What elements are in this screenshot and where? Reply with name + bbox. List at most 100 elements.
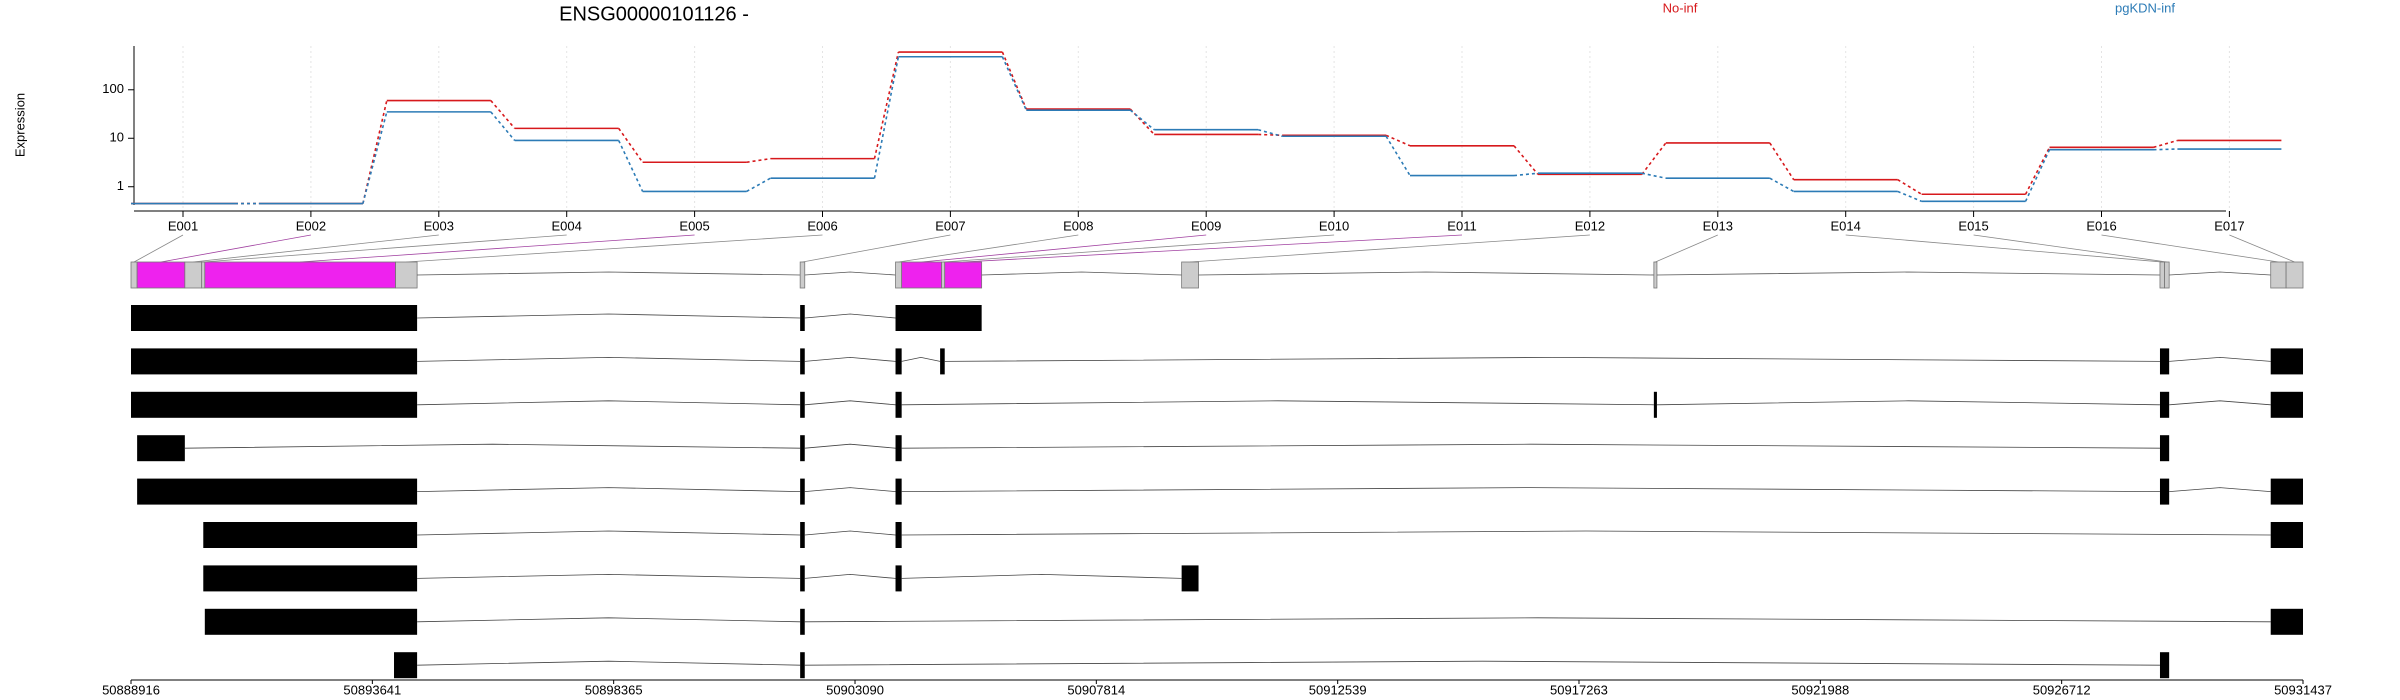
exon-bin <box>1653 261 1658 289</box>
y-axis-label: Expression <box>12 93 27 157</box>
intron <box>804 400 896 406</box>
bin-connector <box>943 234 1335 263</box>
x-tick-label: E016 <box>2086 218 2116 233</box>
bin-connector <box>898 234 1079 263</box>
bin-connector <box>2101 234 2279 263</box>
x-tick-label: E007 <box>935 218 965 233</box>
bin-connector <box>203 234 567 263</box>
exon-bin <box>395 261 418 289</box>
exon <box>800 652 805 679</box>
exon <box>895 522 902 548</box>
y-tick-label: 100 <box>102 81 124 96</box>
bin-connector <box>921 234 1207 263</box>
expression-connector <box>1769 142 1795 181</box>
exon <box>137 435 185 462</box>
expression-connector <box>1129 109 1155 131</box>
bin-connector <box>802 234 951 263</box>
expression-connector <box>490 100 516 129</box>
intron <box>981 271 1182 276</box>
exon-bin <box>184 261 203 289</box>
bin-connector <box>193 234 439 263</box>
genome-tick-label: 50893641 <box>343 682 401 697</box>
exon <box>2159 652 2170 679</box>
y-tick-label: 10 <box>110 130 124 145</box>
intron <box>1656 400 2160 406</box>
expression-connector <box>1001 51 1028 110</box>
exon <box>800 565 805 592</box>
exon <box>2270 608 2303 635</box>
exon <box>895 565 902 592</box>
exon-bin <box>901 261 943 289</box>
intron <box>804 660 2160 666</box>
intron <box>901 400 1654 406</box>
exon <box>203 565 418 592</box>
exon <box>394 652 418 679</box>
intron <box>184 443 801 449</box>
intron <box>804 313 896 319</box>
bin-connector <box>1655 234 1718 263</box>
x-tick-label: E004 <box>552 218 582 233</box>
intron <box>804 356 896 362</box>
expression-connector <box>362 111 388 204</box>
y-tick-label: 1 <box>117 178 124 193</box>
exon <box>800 391 805 418</box>
bin-connector <box>1190 234 1590 263</box>
bin-connector <box>2229 234 2295 263</box>
exon <box>1181 565 1199 592</box>
intron <box>901 356 941 362</box>
exon-bin <box>2285 261 2304 289</box>
expression-connector <box>1897 190 1922 203</box>
genome-tick-label: 50898365 <box>585 682 643 697</box>
genome-tick-label: 50888916 <box>102 682 160 697</box>
expression-connector <box>1769 177 1795 193</box>
expression-connector <box>1129 108 1155 135</box>
exon <box>940 348 945 375</box>
genome-tick-label: 50931437 <box>2274 682 2332 697</box>
x-tick-label: E009 <box>1191 218 1221 233</box>
x-tick-label: E012 <box>1575 218 1605 233</box>
chart-title: ENSG00000101126 - <box>559 3 749 25</box>
exon <box>203 522 418 548</box>
expression-connector <box>1641 172 1666 179</box>
bin-connector <box>160 234 311 263</box>
exon-bin <box>130 261 138 289</box>
intron <box>944 356 2160 362</box>
x-tick-label: E001 <box>168 218 198 233</box>
exon <box>137 478 418 505</box>
expression-connector <box>746 177 771 193</box>
intron <box>2169 400 2271 406</box>
x-tick-label: E017 <box>2214 218 2244 233</box>
x-tick-label: E014 <box>1831 218 1861 233</box>
x-tick-label: E010 <box>1319 218 1349 233</box>
x-tick-label: E005 <box>679 218 709 233</box>
intron <box>804 443 896 449</box>
intron <box>804 617 2271 623</box>
expression-connector <box>1385 135 1411 176</box>
exon <box>2159 435 2170 462</box>
intron <box>417 573 801 579</box>
intron <box>2169 487 2271 492</box>
expression-connector <box>873 56 900 179</box>
bin-connector <box>406 234 823 263</box>
exon-bin <box>941 261 946 289</box>
intron <box>804 530 896 536</box>
exon <box>2270 522 2303 548</box>
x-tick-label: E002 <box>296 218 326 233</box>
intron <box>417 530 801 536</box>
intron <box>417 487 801 492</box>
expression-connector <box>1897 178 1923 195</box>
exon <box>800 522 805 548</box>
genome-tick-label: 50903090 <box>826 682 884 697</box>
exon-bin <box>204 261 396 289</box>
bin-connector <box>1973 234 2167 263</box>
expression-connector <box>2024 149 2051 202</box>
intron <box>417 660 801 666</box>
exon <box>800 608 805 635</box>
exon <box>895 391 902 418</box>
exon-bin <box>2270 261 2287 289</box>
intron <box>804 271 896 276</box>
expression-connector <box>362 100 388 204</box>
exon-bin <box>201 261 206 289</box>
intron <box>1656 271 2160 276</box>
